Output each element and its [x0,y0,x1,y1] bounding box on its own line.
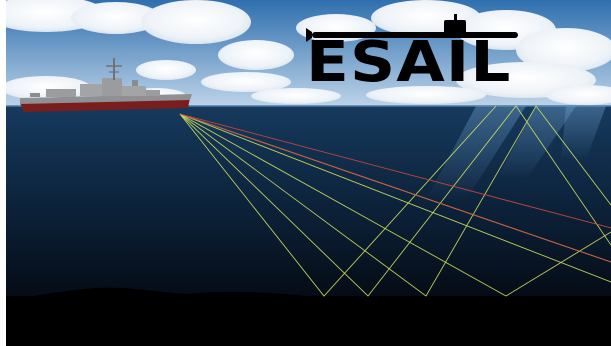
scene-canvas [6,0,611,346]
light-shafts [426,106,606,200]
destroyer-ship [20,58,192,112]
ocean [6,106,611,296]
seabed [6,287,611,346]
game-scene: ESAIL [6,0,611,346]
sonar-rays-red [179,113,611,263]
esail-logo-text: ESAIL [306,30,512,95]
clouds [6,0,611,105]
submarine-logo-icon [306,14,518,42]
